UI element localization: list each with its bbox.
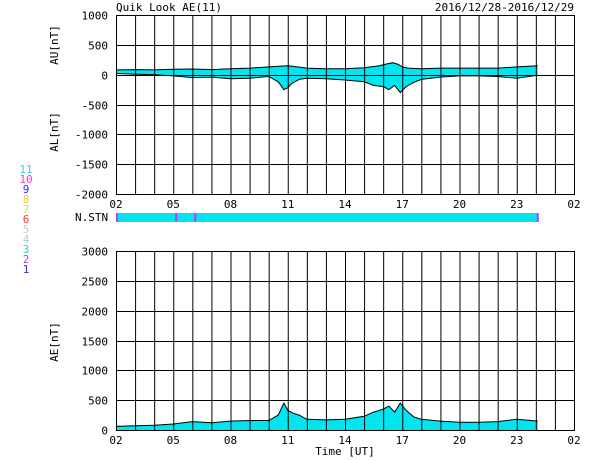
station-legend-item: 11 xyxy=(19,163,32,176)
x-tick-label: 08 xyxy=(224,434,237,447)
station-change-marker xyxy=(194,213,197,222)
station-count-row: N.STN xyxy=(75,211,539,224)
x-tick-label: 11 xyxy=(281,434,294,447)
series-line-ae xyxy=(115,401,538,427)
y-tick-label: 500 xyxy=(88,395,108,408)
y-tick-label: 3000 xyxy=(82,246,109,259)
y-tick-label: 500 xyxy=(88,40,108,53)
station-legend-item: 2 xyxy=(23,253,30,266)
ae-fill-area xyxy=(116,403,538,430)
station-change-marker xyxy=(116,213,118,222)
x-tick-label: 05 xyxy=(167,434,180,447)
x-tick-label: 23 xyxy=(510,198,523,211)
plot-frame xyxy=(116,251,575,431)
station-legend-item: 5 xyxy=(23,223,30,236)
x-tick-label: 14 xyxy=(338,198,352,211)
y-axis-label: AL[nT] xyxy=(48,112,61,152)
y-tick-label: 2000 xyxy=(82,306,109,319)
chart-title: Quik Look AE(11) xyxy=(116,1,222,14)
station-change-marker xyxy=(175,213,178,222)
y-tick-label: -1500 xyxy=(75,159,108,172)
plot-frame xyxy=(116,15,575,195)
y-tick-label: 0 xyxy=(101,425,108,438)
x-tick-label: 02 xyxy=(567,434,580,447)
x-tick-label: 02 xyxy=(109,434,122,447)
x-axis-label: Time [UT] xyxy=(315,445,375,458)
x-tick-label: 20 xyxy=(453,198,466,211)
station-legend-item: 3 xyxy=(23,243,30,256)
y-tick-label: 2500 xyxy=(82,276,109,289)
y-tick-label: 0 xyxy=(101,70,108,83)
x-tick-label: 11 xyxy=(281,198,294,211)
station-count-bar xyxy=(116,213,538,222)
y-axis-label: AU[nT] xyxy=(48,25,61,65)
station-legend-item: 4 xyxy=(23,233,30,246)
station-legend-item: 8 xyxy=(23,193,30,206)
station-legend-item: 9 xyxy=(23,183,30,196)
x-tick-label: 14 xyxy=(338,434,352,447)
y-tick-label: 1000 xyxy=(82,10,109,23)
y-tick-label: -1000 xyxy=(75,129,108,142)
x-tick-label: 17 xyxy=(396,198,409,211)
x-tick-label: 02 xyxy=(567,198,580,211)
series-line-al xyxy=(115,73,538,94)
date-range: 2016/12/28-2016/12/29 xyxy=(435,1,574,14)
y-tick-label: 1500 xyxy=(82,336,109,349)
station-count-label: N.STN xyxy=(75,211,108,224)
x-tick-label: 23 xyxy=(510,434,523,447)
x-tick-label: 17 xyxy=(396,434,409,447)
station-legend-item: 10 xyxy=(19,173,32,186)
station-change-marker xyxy=(536,213,539,222)
station-legend-item: 6 xyxy=(23,213,30,226)
y-tick-label: -500 xyxy=(82,100,109,113)
x-tick-label: 08 xyxy=(224,198,237,211)
y-tick-label: 1000 xyxy=(82,365,109,378)
station-legend-item: 7 xyxy=(23,203,30,216)
x-tick-label: 02 xyxy=(109,198,122,211)
x-tick-label: 20 xyxy=(453,434,466,447)
x-tick-label: 05 xyxy=(167,198,180,211)
station-legend-item: 1 xyxy=(23,263,30,276)
y-tick-label: -2000 xyxy=(75,189,108,202)
y-axis-label: AE[nT] xyxy=(48,322,61,362)
